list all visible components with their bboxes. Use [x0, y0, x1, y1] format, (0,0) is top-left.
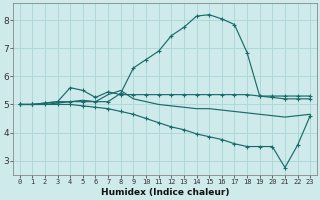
X-axis label: Humidex (Indice chaleur): Humidex (Indice chaleur) — [101, 188, 229, 197]
